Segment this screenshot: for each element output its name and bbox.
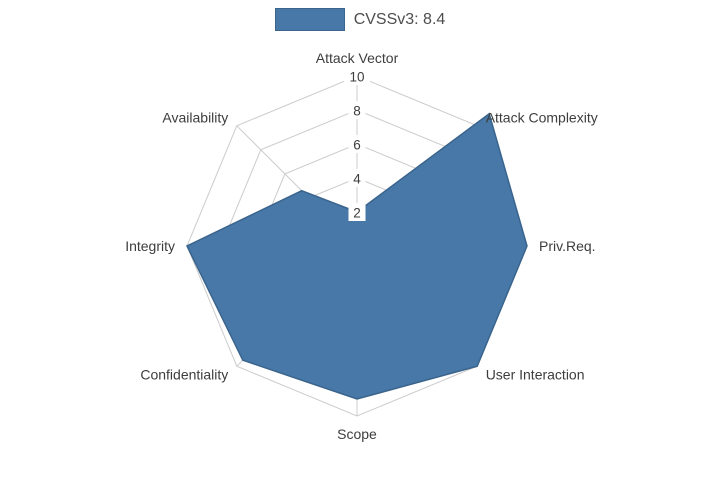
tick-label-bg (348, 135, 366, 153)
tick-label-bg (348, 203, 366, 221)
tick-label: 8 (353, 104, 361, 119)
tick-label: 6 (353, 138, 361, 153)
axis-label: Scope (337, 426, 377, 442)
axis-label: Attack Complexity (486, 109, 598, 125)
axis-label: Integrity (125, 238, 175, 254)
axis-label: Attack Vector (316, 50, 399, 66)
chart-legend: CVSSv3: 8.4 (0, 8, 720, 31)
tick-label-bg (348, 101, 366, 119)
axis-label: Availability (162, 109, 228, 125)
legend-label: CVSSv3: 8.4 (353, 10, 446, 28)
axis-label: Priv.Req. (539, 238, 596, 254)
tick-label-bg (348, 169, 366, 187)
legend-swatch (274, 8, 345, 31)
axis-label: Confidentiality (140, 367, 228, 383)
axis-label: User Interaction (486, 367, 585, 383)
tick-label: 10 (349, 70, 364, 85)
tick-label-bg (344, 67, 370, 85)
data-polygon (185, 112, 528, 400)
tick-label: 2 (353, 206, 361, 221)
tick-label: 4 (353, 172, 361, 187)
